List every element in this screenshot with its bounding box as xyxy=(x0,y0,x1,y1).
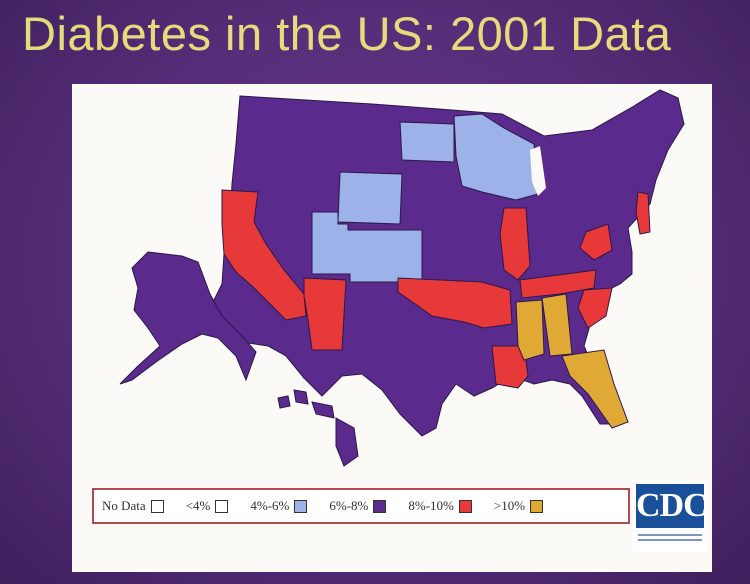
legend-label: 8%-10% xyxy=(408,498,454,513)
lake-michigan xyxy=(530,146,546,196)
region-arizona xyxy=(303,277,347,351)
region-south-carolina xyxy=(577,287,613,329)
region-minnesota-wisconsin xyxy=(453,113,539,201)
region-hawaii-4 xyxy=(335,417,359,467)
legend-item-8to10: 8%-10% xyxy=(408,498,472,514)
cdc-logo-caption xyxy=(638,534,702,544)
legend-swatch xyxy=(215,499,229,513)
region-alaska xyxy=(119,251,257,385)
legend-item-6to8: 6%-8% xyxy=(329,498,387,514)
legend-swatch xyxy=(458,499,472,513)
legend-label: >10% xyxy=(493,498,526,513)
slide-title: Diabetes in the US: 2001 Data xyxy=(22,7,672,60)
legend-item-no-data: No Data xyxy=(102,498,164,514)
legend-swatch xyxy=(373,499,387,513)
legend-swatch xyxy=(530,499,544,513)
legend-item-lt4: <4% xyxy=(186,498,229,514)
region-mississippi xyxy=(515,299,545,361)
region-florida xyxy=(561,349,629,429)
region-north-dakota xyxy=(399,121,455,163)
region-hawaii-2 xyxy=(293,389,309,405)
legend-label: 4%-6% xyxy=(250,498,290,513)
cdc-logo: CDC xyxy=(632,480,708,552)
map-legend: No Data <4% 4%-6% 6%-8% 8%-10% >10% xyxy=(92,488,630,524)
region-west-virginia xyxy=(579,223,613,261)
legend-swatch xyxy=(294,499,308,513)
region-wyoming xyxy=(337,171,403,225)
region-illinois xyxy=(499,207,531,281)
region-california xyxy=(221,189,307,321)
region-utah-colorado xyxy=(311,211,423,283)
legend-swatch xyxy=(150,499,164,513)
us-map xyxy=(119,89,685,467)
legend-label: 6%-8% xyxy=(329,498,369,513)
region-tennessee xyxy=(519,269,597,299)
legend-label: <4% xyxy=(185,498,211,513)
legend-label: No Data xyxy=(102,498,146,513)
legend-item-gt10: >10% xyxy=(493,498,544,514)
region-hawaii-3 xyxy=(311,401,335,419)
legend-item-4to6: 4%-6% xyxy=(250,498,308,514)
map-panel: No Data <4% 4%-6% 6%-8% 8%-10% >10% CDC xyxy=(72,84,712,572)
region-alabama xyxy=(541,293,573,357)
cdc-logo-text: CDC xyxy=(636,484,708,528)
region-new-jersey xyxy=(635,191,651,235)
region-oklahoma-arkansas xyxy=(397,277,513,329)
region-hawaii-1 xyxy=(277,395,291,409)
